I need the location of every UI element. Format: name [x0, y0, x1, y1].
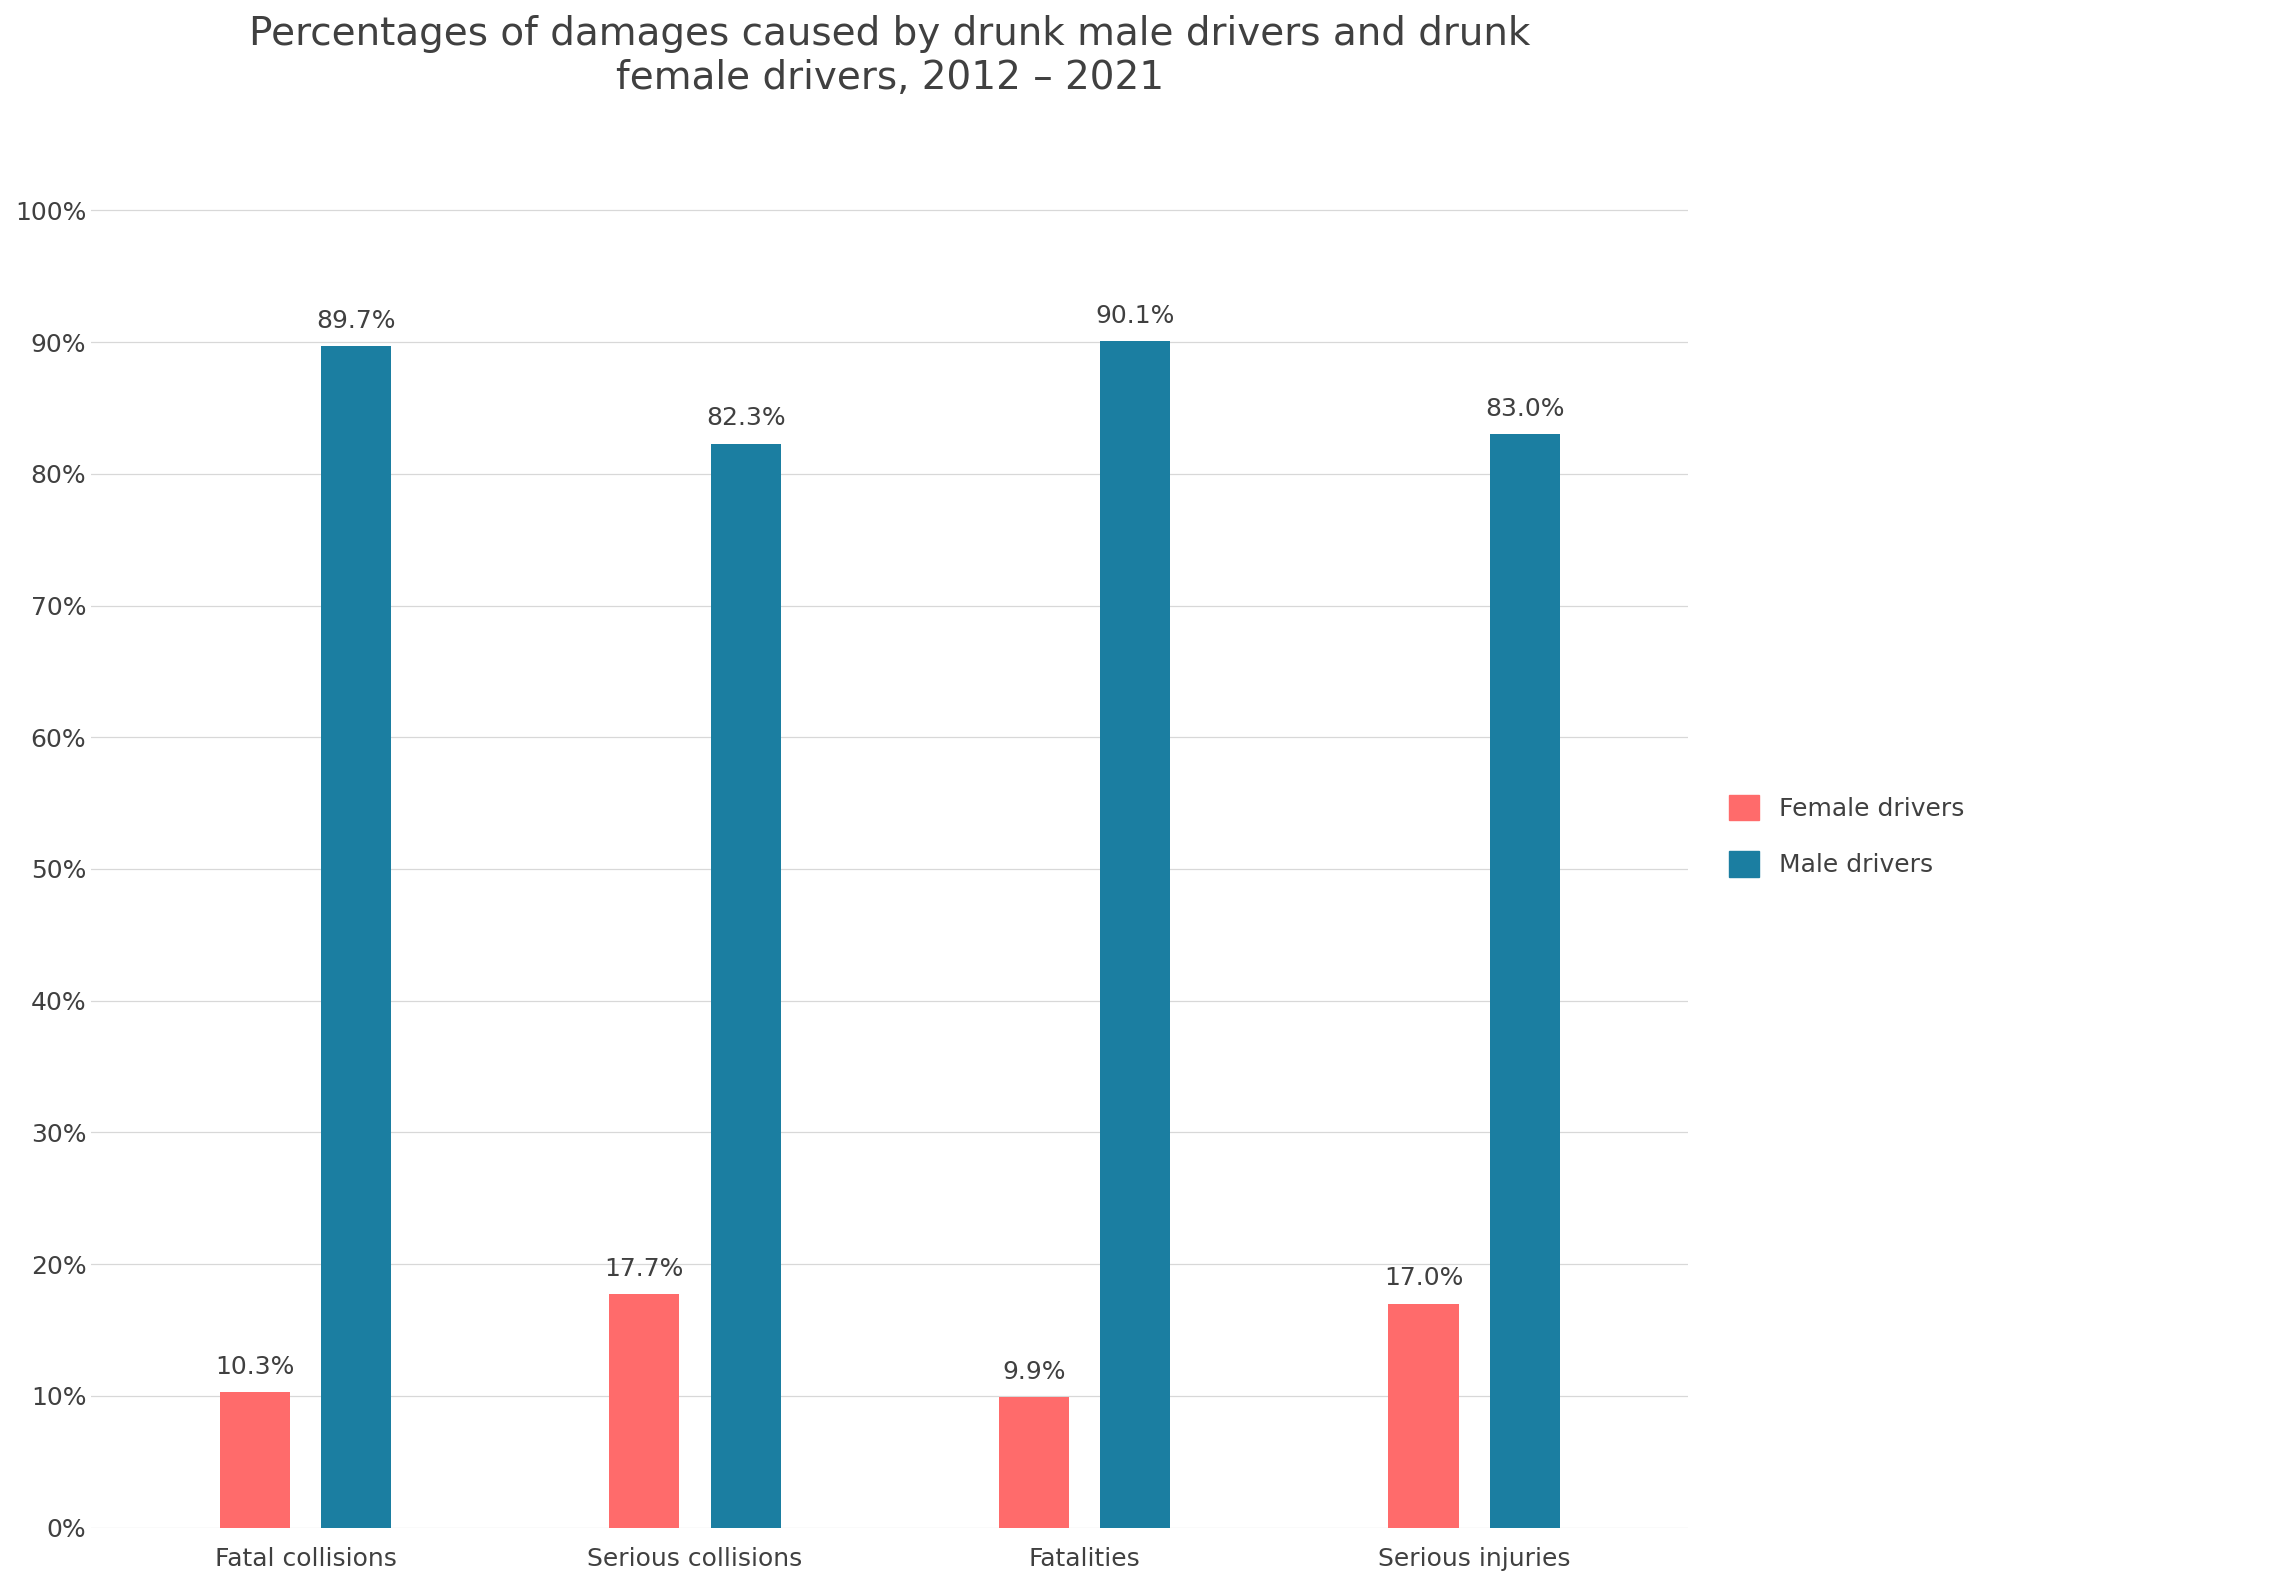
- Bar: [610, 1294, 678, 1527]
- Text: 89.7%: 89.7%: [316, 309, 397, 333]
- Text: 17.7%: 17.7%: [605, 1258, 683, 1281]
- Legend: Female drivers, Male drivers: Female drivers, Male drivers: [1717, 782, 1978, 890]
- Bar: [1389, 1304, 1458, 1527]
- Bar: [1100, 341, 1171, 1527]
- Bar: [321, 346, 392, 1527]
- Text: 82.3%: 82.3%: [706, 406, 786, 430]
- Bar: [1490, 435, 1561, 1527]
- Text: 90.1%: 90.1%: [1096, 303, 1176, 328]
- Text: 9.9%: 9.9%: [1002, 1359, 1066, 1385]
- Text: 17.0%: 17.0%: [1384, 1267, 1462, 1291]
- Bar: [711, 444, 782, 1527]
- Text: 10.3%: 10.3%: [215, 1354, 296, 1378]
- Bar: [999, 1397, 1068, 1527]
- Title: Percentages of damages caused by drunk male drivers and drunk
female drivers, 20: Percentages of damages caused by drunk m…: [250, 14, 1531, 97]
- Bar: [220, 1393, 289, 1527]
- Text: 83.0%: 83.0%: [1485, 396, 1565, 422]
